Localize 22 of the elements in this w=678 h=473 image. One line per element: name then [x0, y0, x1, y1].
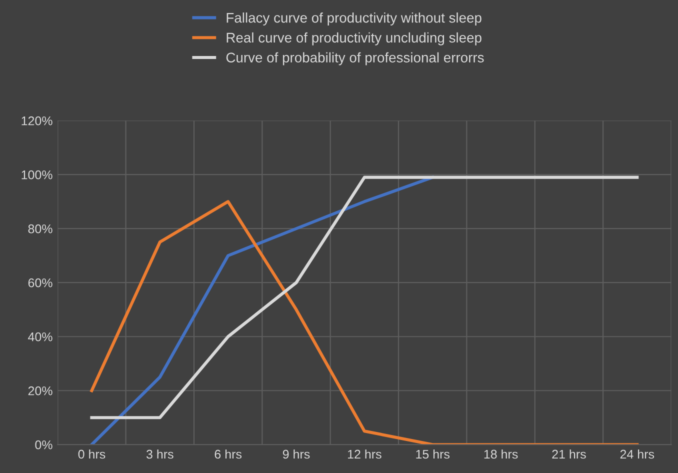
- x-tick-label: 15 hrs: [416, 449, 450, 459]
- line-series: [90, 176, 639, 420]
- x-tick-label: 18 hrs: [484, 449, 518, 459]
- y-tick-label: 100%: [22, 170, 52, 180]
- y-tick-label: 40%: [28, 332, 52, 342]
- line-series: [90, 176, 434, 445]
- x-tick-label: 6 hrs: [214, 449, 242, 459]
- y-tick-label: 20%: [28, 386, 52, 396]
- x-tick-label: 12 hrs: [348, 449, 382, 459]
- y-tick-label: 0%: [35, 440, 52, 450]
- x-tick-label: 9 hrs: [282, 449, 310, 459]
- x-tick-label: 21 hrs: [552, 449, 586, 459]
- x-tick-label: 24 hrs: [620, 449, 654, 459]
- line-series: [90, 200, 639, 445]
- y-tick-label: 60%: [28, 278, 52, 288]
- x-tick-label: 3 hrs: [146, 449, 174, 459]
- legend-label: Fallacy curve of productivity without sleep: [226, 12, 482, 26]
- y-tick-label: 120%: [22, 116, 52, 126]
- legend-label: Curve of probability of professional errorrs: [226, 52, 484, 66]
- x-tick-label: 0 hrs: [78, 449, 106, 459]
- y-tick-label: 80%: [28, 224, 52, 234]
- legend-label: Real curve of productivity uncluding sleep: [226, 32, 482, 46]
